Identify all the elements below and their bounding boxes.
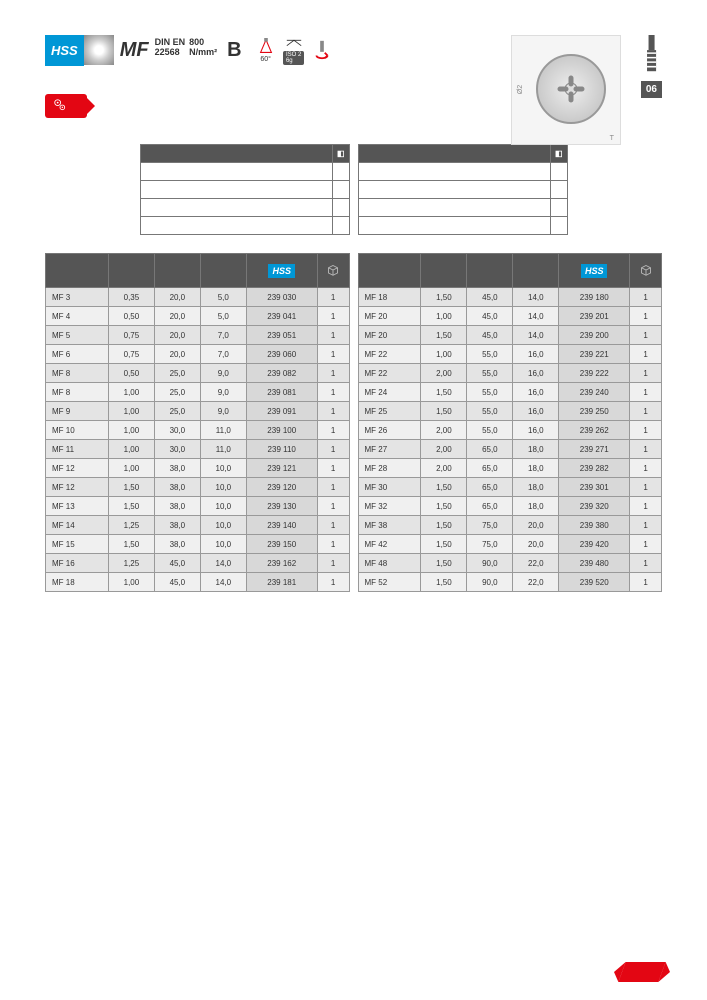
table-row: MF 181,5045,014,0239 1801 [358, 288, 662, 307]
info-tables: ◧ ◧ [45, 144, 662, 235]
page-number: 06 [641, 81, 662, 98]
strength-spec: 800 N/mm² [185, 35, 217, 58]
swatch-icon: ◧ [550, 145, 567, 163]
col-d2 [467, 254, 513, 288]
table-row: MF 251,5055,016,0239 2501 [358, 402, 662, 421]
table-row: MF 151,5038,010,0239 1501 [46, 535, 350, 554]
table-row: MF 222,0055,016,0239 2221 [358, 364, 662, 383]
col-size [358, 254, 421, 288]
brand-diamond [618, 962, 665, 982]
col-pack [317, 254, 349, 288]
col-size [46, 254, 109, 288]
info-table-right: ◧ [358, 144, 568, 235]
info-table-left: ◧ [140, 144, 350, 235]
table-row: MF 381,5075,020,0239 3801 [358, 516, 662, 535]
rotation-icon [308, 35, 336, 65]
package-icon [327, 264, 339, 276]
swatch-icon: ◧ [332, 145, 349, 163]
table-row: MF 80,5025,09,0239 0821 [46, 364, 350, 383]
din-standard: DIN EN 22568 [155, 35, 186, 58]
right-header: Ø2 T 06 [511, 35, 662, 145]
package-icon [640, 264, 652, 276]
table-row: MF 321,5065,018,0239 3201 [358, 497, 662, 516]
table-row: MF 282,0065,018,0239 2821 [358, 459, 662, 478]
table-row: MF 262,0055,016,0239 2621 [358, 421, 662, 440]
table-row: MF 241,5055,016,0239 2401 [358, 383, 662, 402]
table-row: MF 421,5075,020,0239 4201 [358, 535, 662, 554]
catalog-page: HSS MF DIN EN 22568 800 N/mm² B 60° ISO … [0, 0, 707, 1000]
tap-icon [641, 35, 662, 77]
angle-icon: 60° [252, 35, 280, 65]
table-row: MF 201,5045,014,0239 2001 [358, 326, 662, 345]
col-t [200, 254, 246, 288]
table-row: MF 30,3520,05,0239 0301 [46, 288, 350, 307]
class-label: B [217, 35, 251, 65]
section-tab [45, 94, 87, 118]
table-row: MF 141,2538,010,0239 1401 [46, 516, 350, 535]
material-swatch [84, 35, 114, 65]
die-diagram: Ø2 T [511, 35, 621, 145]
table-row: MF 121,0038,010,0239 1211 [46, 459, 350, 478]
table-row: MF 301,5065,018,0239 3011 [358, 478, 662, 497]
table-row: MF 201,0045,014,0239 2011 [358, 307, 662, 326]
col-code: HSS [559, 254, 630, 288]
table-row: MF 60,7520,07,0239 0601 [46, 345, 350, 364]
table-row: MF 521,5090,022,0239 5201 [358, 573, 662, 592]
hss-badge: HSS [45, 35, 84, 66]
table-row: MF 161,2545,014,0239 1621 [46, 554, 350, 573]
table-row: MF 50,7520,07,0239 0511 [46, 326, 350, 345]
thread-type: MF [114, 35, 155, 65]
table-row: MF 221,0055,016,0239 2211 [358, 345, 662, 364]
gear-icon [53, 98, 67, 112]
data-table-left: HSS MF 30,3520,05,0239 0301MF 40,5020,05… [45, 253, 350, 592]
col-pitch [108, 254, 154, 288]
col-code: HSS [246, 254, 317, 288]
table-row: MF 272,0065,018,0239 2711 [358, 440, 662, 459]
iso-icon: ISO 2 6g [280, 35, 308, 65]
page-marker: 06 [641, 35, 662, 98]
col-d2 [154, 254, 200, 288]
table-row: MF 81,0025,09,0239 0811 [46, 383, 350, 402]
table-row: MF 481,5090,022,0239 4801 [358, 554, 662, 573]
table-row: MF 101,0030,011,0239 1001 [46, 421, 350, 440]
table-row: MF 40,5020,05,0239 0411 [46, 307, 350, 326]
data-table-right: HSS MF 181,5045,014,0239 1801MF 201,0045… [358, 253, 663, 592]
table-row: MF 181,0045,014,0239 1811 [46, 573, 350, 592]
col-t [513, 254, 559, 288]
table-row: MF 131,5038,010,0239 1301 [46, 497, 350, 516]
main-data-tables: HSS MF 30,3520,05,0239 0301MF 40,5020,05… [45, 253, 662, 592]
footer [622, 962, 662, 982]
col-pitch [421, 254, 467, 288]
table-row: MF 121,5038,010,0239 1201 [46, 478, 350, 497]
col-pack [630, 254, 662, 288]
table-row: MF 91,0025,09,0239 0911 [46, 402, 350, 421]
table-row: MF 111,0030,011,0239 1101 [46, 440, 350, 459]
